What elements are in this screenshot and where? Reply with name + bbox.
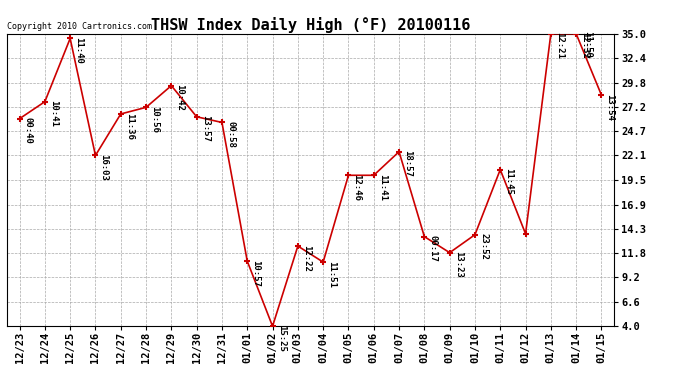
Text: 11:45: 11:45 — [504, 168, 513, 195]
Text: 15:25: 15:25 — [277, 325, 286, 352]
Text: 12:46: 12:46 — [353, 174, 362, 201]
Text: 12:22: 12:22 — [302, 244, 311, 272]
Text: Copyright 2010 Cartronics.com: Copyright 2010 Cartronics.com — [7, 22, 152, 31]
Text: 00:17: 00:17 — [428, 235, 437, 262]
Text: 16:03: 16:03 — [99, 154, 108, 181]
Text: 10:41: 10:41 — [49, 100, 58, 127]
Text: 18:57: 18:57 — [403, 150, 412, 177]
Text: 11:41: 11:41 — [378, 174, 387, 201]
Text: 10:57: 10:57 — [251, 260, 260, 286]
Text: 11:40: 11:40 — [75, 37, 83, 64]
Text: 12:32: 12:32 — [580, 32, 589, 59]
Text: 11:36: 11:36 — [125, 112, 134, 140]
Text: 23:52: 23:52 — [479, 233, 488, 260]
Title: THSW Index Daily High (°F) 20100116: THSW Index Daily High (°F) 20100116 — [151, 16, 470, 33]
Text: 13:54: 13:54 — [606, 94, 615, 121]
Text: 11:51: 11:51 — [327, 261, 336, 288]
Text: 13:57: 13:57 — [201, 116, 210, 142]
Text: 13:23: 13:23 — [454, 251, 463, 278]
Text: 10:42: 10:42 — [175, 84, 184, 111]
Text: 00:40: 00:40 — [23, 117, 32, 144]
Text: 12:21: 12:21 — [555, 32, 564, 59]
Text: 10:56: 10:56 — [150, 106, 159, 133]
Text: 00:58: 00:58 — [226, 121, 235, 148]
Text: 11:50: 11:50 — [583, 31, 592, 58]
